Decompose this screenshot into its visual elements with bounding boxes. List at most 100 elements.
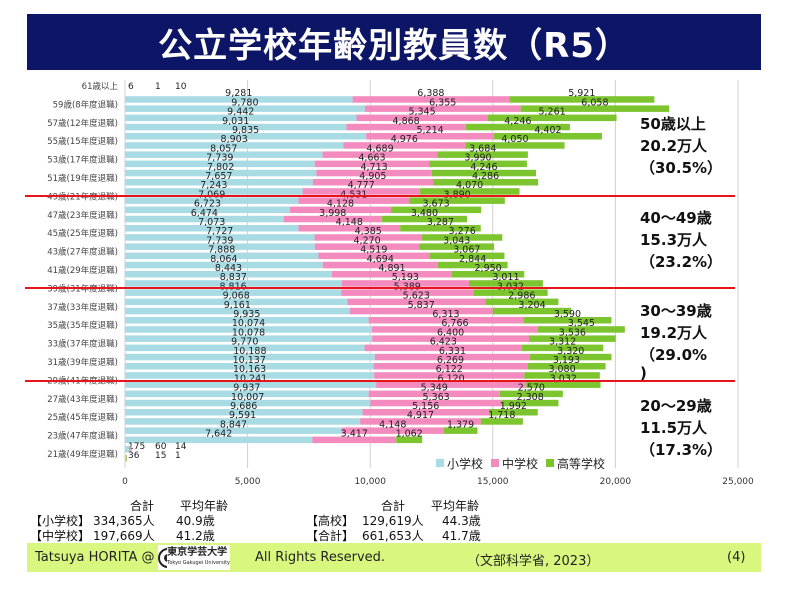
data-label: 8,064 xyxy=(210,254,237,265)
data-label: 6,723 xyxy=(194,199,221,210)
data-label: 10,188 xyxy=(233,346,266,357)
bar-junior-high xyxy=(374,353,531,361)
annotation-50plus: 50歳以上 20.2万人 （30.5%） xyxy=(640,113,722,179)
data-label: 5,623 xyxy=(403,291,430,302)
bar-junior-high xyxy=(376,381,527,388)
bar-junior-high xyxy=(341,280,470,287)
data-label: 6 xyxy=(128,82,134,92)
data-label: 2,570 xyxy=(518,383,545,394)
data-label: 4,663 xyxy=(358,153,385,164)
annotation-line: 20.2万人 xyxy=(640,137,708,155)
data-label: 7,657 xyxy=(205,171,232,182)
bar-high-school xyxy=(469,280,543,287)
legend-swatch xyxy=(491,459,499,467)
data-label: 4,976 xyxy=(391,134,418,145)
data-label: 9,031 xyxy=(222,116,249,127)
bar-high-school xyxy=(431,169,536,177)
bar-junior-high xyxy=(341,427,444,434)
y-tick-label: 33歳(37年度退職) xyxy=(47,339,118,350)
y-tick-label: 27歳(43年度退職) xyxy=(47,394,118,405)
bar-elementary xyxy=(125,298,348,306)
data-label: 8,903 xyxy=(221,134,248,145)
data-label: 3,204 xyxy=(518,300,545,311)
bar-elementary xyxy=(125,243,315,250)
data-label: 6,388 xyxy=(417,88,444,99)
legend-swatch xyxy=(436,459,444,467)
logo-text: 東京学芸大学 xyxy=(167,546,228,558)
legend-swatch xyxy=(546,459,554,467)
crest-icon xyxy=(158,547,168,568)
bar-elementary xyxy=(125,179,313,186)
bar-junior-high xyxy=(289,206,392,214)
bar-elementary xyxy=(125,252,319,260)
data-label: 3,032 xyxy=(497,281,524,292)
bar-high-school xyxy=(527,363,606,370)
bar-high-school xyxy=(429,252,505,260)
bar-high-school xyxy=(501,399,559,407)
bar-high-school xyxy=(421,234,503,241)
bar-elementary xyxy=(125,105,365,112)
bar-high-school xyxy=(443,427,478,434)
data-label: 3,590 xyxy=(554,309,581,320)
bar-junior-high xyxy=(312,436,397,444)
data-label: 4,519 xyxy=(360,245,387,256)
x-tick-label: 25,000 xyxy=(722,477,754,487)
data-label: 4,689 xyxy=(366,143,393,154)
bar-elementary xyxy=(125,307,350,315)
data-label: 4,891 xyxy=(378,263,405,274)
annotation-line: （29.0% xyxy=(640,346,708,364)
data-label: 3,890 xyxy=(444,189,471,200)
bar-junior-high xyxy=(346,123,466,131)
x-tick-label: 5,000 xyxy=(235,477,261,487)
data-label: 4,917 xyxy=(407,410,434,421)
bar-junior-high xyxy=(298,197,410,204)
header-age: 平均年齢 xyxy=(180,499,229,513)
data-label: 5,214 xyxy=(416,125,443,136)
data-label: 3,998 xyxy=(319,208,346,219)
header-total: 合計 xyxy=(130,499,155,513)
bar-high-school xyxy=(523,317,612,324)
y-tick-label: 45歳(25年度退職) xyxy=(47,228,118,239)
author: Tatsuya HORITA @ xyxy=(35,550,155,565)
annotation-30s: 30～39歳 19.2万人 （29.0% ) xyxy=(640,300,712,381)
data-label: 15 xyxy=(155,451,166,461)
data-label: 3,287 xyxy=(427,217,454,228)
total: 197,669人 xyxy=(93,529,155,543)
data-label: 4,385 xyxy=(355,226,382,237)
data-label: 4,286 xyxy=(472,171,499,182)
data-label: 3,684 xyxy=(469,143,496,154)
bar-high-school xyxy=(520,105,670,112)
data-label: 1,992 xyxy=(500,401,527,412)
annotation-line: （23.2%） xyxy=(640,253,723,271)
annotation-line: （30.5%） xyxy=(640,159,723,177)
bar-junior-high xyxy=(347,298,486,306)
data-label: 6,269 xyxy=(437,355,464,366)
bar-junior-high xyxy=(314,160,430,168)
bar-high-school xyxy=(465,142,565,149)
bar-elementary xyxy=(125,381,377,388)
bar-junior-high xyxy=(312,179,434,186)
data-label: 1,718 xyxy=(488,410,515,421)
y-tick-label: 55歳(15年度退職) xyxy=(47,136,118,147)
logo-subtext: Tokyo Gakugei University xyxy=(167,559,230,566)
bar-junior-high xyxy=(341,289,474,296)
bar-junior-high xyxy=(364,344,523,352)
data-label: 9,161 xyxy=(224,300,251,311)
bar-high-school xyxy=(473,289,548,296)
bar-elementary xyxy=(125,399,371,407)
bar-junior-high xyxy=(343,142,466,149)
data-label: 6,122 xyxy=(436,364,463,375)
total: 334,365人 xyxy=(93,514,155,528)
data-label: 3,011 xyxy=(492,272,519,283)
data-label: 60 xyxy=(155,442,167,452)
x-tick-label: 10,000 xyxy=(354,477,386,487)
bar-elementary xyxy=(125,96,353,103)
data-label: 3,480 xyxy=(411,208,438,219)
bar-high-school xyxy=(494,133,602,140)
bar-high-school xyxy=(492,307,572,315)
bar-elementary xyxy=(125,335,373,342)
bar-elementary xyxy=(125,160,315,168)
data-label: 7,739 xyxy=(206,235,233,246)
bar-elementary xyxy=(125,151,323,158)
bar-elementary xyxy=(125,280,342,287)
